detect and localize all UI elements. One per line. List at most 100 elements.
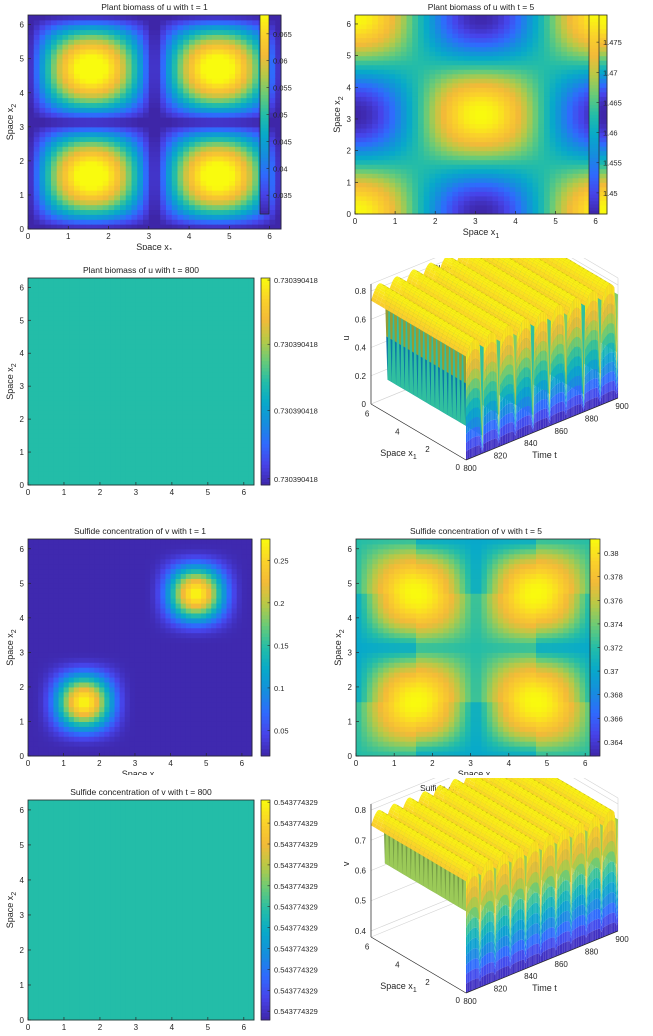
heatmap-cell xyxy=(470,128,476,133)
heatmap-cell xyxy=(573,78,579,83)
heatmap-cell xyxy=(114,107,120,112)
heatmap-cell xyxy=(97,219,103,224)
colorbar-swatch xyxy=(589,15,599,19)
heatmap-cell xyxy=(34,210,40,215)
heatmap-cell xyxy=(447,160,453,165)
heatmap-cell xyxy=(510,133,516,138)
heatmap-cell xyxy=(132,25,138,30)
heatmap-cell xyxy=(38,457,44,462)
heatmap-cell xyxy=(395,200,401,205)
heatmap-cell xyxy=(401,38,407,43)
heatmap-cell xyxy=(172,88,178,93)
heatmap-cell xyxy=(97,176,103,181)
heatmap-cell xyxy=(49,306,55,311)
heatmap-cell xyxy=(475,137,481,142)
heatmap-cell xyxy=(544,151,550,156)
heatmap-cell xyxy=(464,42,470,47)
heatmap-cell xyxy=(475,128,481,133)
heatmap-cell xyxy=(160,205,166,210)
heatmap-cell xyxy=(131,391,137,396)
heatmap-cell xyxy=(74,461,80,466)
heatmap-cell xyxy=(126,141,132,146)
heatmap-cell xyxy=(74,146,80,151)
heatmap-cell xyxy=(74,88,80,93)
heatmap-cell xyxy=(555,128,561,133)
heatmap-cell xyxy=(378,205,384,210)
heatmap-cell xyxy=(578,133,584,138)
heatmap-cell xyxy=(533,33,539,38)
heatmap-cell xyxy=(452,196,458,201)
heatmap-cell xyxy=(166,30,172,35)
heatmap-cell xyxy=(95,382,101,387)
colorbar-swatch xyxy=(589,164,599,168)
heatmap-cell xyxy=(533,142,539,147)
heatmap-cell xyxy=(361,164,367,169)
heatmap-cell xyxy=(561,38,567,43)
heatmap-cell xyxy=(452,60,458,65)
heatmap-cell xyxy=(149,219,155,224)
heatmap-cell xyxy=(555,92,561,97)
heatmap-cell xyxy=(178,132,184,137)
heatmap-cell xyxy=(464,29,470,34)
heatmap-cell xyxy=(578,115,584,120)
heatmap-cell xyxy=(132,49,138,54)
heatmap-cell xyxy=(218,44,224,49)
heatmap-cell xyxy=(110,377,116,382)
heatmap-cell xyxy=(252,49,258,54)
heatmap-cell xyxy=(195,141,201,146)
heatmap-cell xyxy=(97,205,103,210)
heatmap-cell xyxy=(126,190,132,195)
heatmap-cell xyxy=(109,49,115,54)
heatmap-cell xyxy=(33,278,39,283)
heatmap-cell xyxy=(34,156,40,161)
heatmap-cell xyxy=(195,156,201,161)
heatmap-cell xyxy=(429,169,435,174)
heatmap-cell xyxy=(544,124,550,129)
heatmap-cell xyxy=(538,133,544,138)
heatmap-cell xyxy=(247,103,253,108)
heatmap-cell xyxy=(372,200,378,205)
heatmap-cell xyxy=(241,205,247,210)
heatmap-cell xyxy=(366,110,372,115)
heatmap-cell xyxy=(103,25,109,30)
heatmap-cell xyxy=(155,73,161,78)
heatmap-cell xyxy=(435,128,441,133)
heatmap-cell xyxy=(538,178,544,183)
heatmap-cell xyxy=(90,358,96,363)
heatmap-cell xyxy=(95,386,101,391)
heatmap-cell xyxy=(578,33,584,38)
heatmap-cell xyxy=(137,78,143,83)
heatmap-cell xyxy=(247,20,253,25)
heatmap-cell xyxy=(114,146,120,151)
heatmap-cell xyxy=(40,88,46,93)
heatmap-cell xyxy=(424,101,430,106)
heatmap-cell xyxy=(389,173,395,178)
heatmap-cell xyxy=(120,316,126,321)
heatmap-cell xyxy=(389,29,395,34)
heatmap-cell xyxy=(100,391,106,396)
heatmap-cell xyxy=(45,59,51,64)
heatmap-cell xyxy=(407,119,413,124)
heatmap-cell xyxy=(178,103,184,108)
heatmap-cell xyxy=(115,452,121,457)
heatmap-cell xyxy=(126,353,132,358)
heatmap-cell xyxy=(412,87,418,92)
heatmap-cell xyxy=(33,306,39,311)
heatmap-cell xyxy=(378,200,384,205)
heatmap-cell xyxy=(252,103,258,108)
heatmap-cell xyxy=(115,363,121,368)
heatmap-cell xyxy=(395,29,401,34)
heatmap-cell xyxy=(64,447,70,452)
heatmap-cell xyxy=(492,115,498,120)
heatmap-cell xyxy=(115,461,121,466)
heatmap-cell xyxy=(68,59,74,64)
heatmap-cell xyxy=(424,42,430,47)
heatmap-cell xyxy=(28,103,34,108)
heatmap-cell xyxy=(452,178,458,183)
heatmap-cell xyxy=(441,51,447,56)
heatmap-cell xyxy=(510,119,516,124)
heatmap-cell xyxy=(218,171,224,176)
heatmap-cell xyxy=(458,15,464,20)
heatmap-cell xyxy=(149,78,155,83)
colorbar-swatch xyxy=(260,131,269,135)
